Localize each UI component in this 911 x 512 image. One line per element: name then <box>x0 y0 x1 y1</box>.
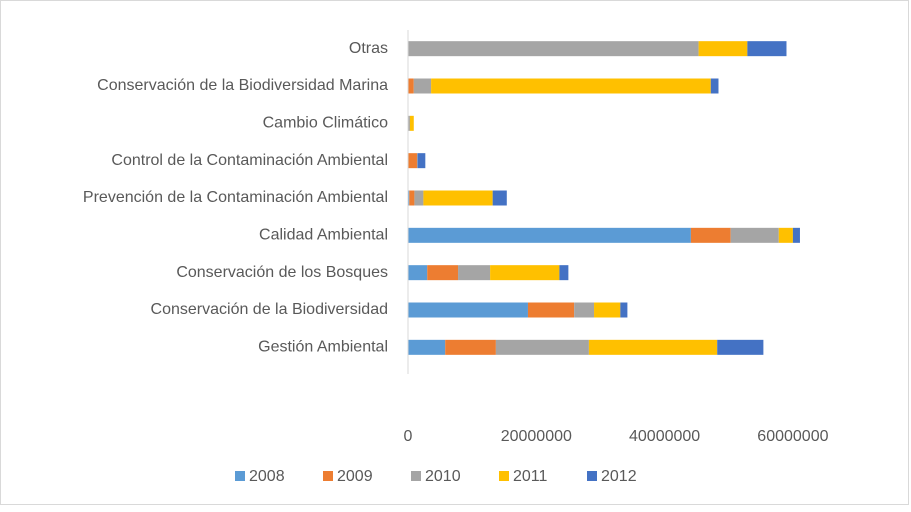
y-tick-label: Cambio Climático <box>263 115 388 132</box>
y-tick-label: Prevención de la Contaminación Ambiental <box>83 189 388 206</box>
legend-label: 2009 <box>337 468 373 485</box>
bar-segment <box>408 227 691 243</box>
bar-segment <box>408 115 410 131</box>
bar-segment <box>408 78 414 94</box>
legend-swatch <box>411 471 421 481</box>
legend-label: 2008 <box>249 468 285 485</box>
bar-segment <box>620 302 628 318</box>
bar-segment <box>409 190 415 206</box>
bar-segment <box>408 265 428 281</box>
y-tick-label: Control de la Contaminación Ambiental <box>111 152 388 169</box>
bar-segment <box>690 227 731 243</box>
bar-segment <box>559 265 569 281</box>
bar-segment <box>423 190 493 206</box>
legend-swatch <box>235 471 245 481</box>
bar-segment <box>445 339 496 355</box>
legend-swatch <box>323 471 333 481</box>
legend-swatch <box>587 471 597 481</box>
bar-segment <box>417 153 426 169</box>
bar-segment <box>492 190 507 206</box>
bar-segment <box>427 265 459 281</box>
x-tick-label: 60000000 <box>757 428 828 445</box>
legend-label: 2012 <box>601 468 637 485</box>
bar-segment <box>588 339 718 355</box>
bar-segment <box>698 41 748 57</box>
bar-segment <box>408 190 410 206</box>
y-tick-label: Calidad Ambiental <box>259 227 388 244</box>
x-tick-label: 0 <box>404 428 413 445</box>
bar-segment <box>408 339 446 355</box>
y-tick-label: Gestión Ambiental <box>258 339 388 356</box>
y-tick-label: Conservación de la Biodiversidad <box>151 301 388 318</box>
legend-label: 2010 <box>425 468 461 485</box>
x-tick-label: 40000000 <box>629 428 700 445</box>
y-tick-label: Conservación de los Bosques <box>176 264 388 281</box>
bar-segment <box>710 78 719 94</box>
bar-segment <box>730 227 779 243</box>
bar-segment <box>416 153 418 169</box>
bar-segment <box>413 78 432 94</box>
legend-swatch <box>499 471 509 481</box>
bar-segment <box>414 190 424 206</box>
bar-segment <box>778 227 793 243</box>
bar-segment <box>527 302 575 318</box>
bar-segment <box>594 302 621 318</box>
bar-segment <box>409 115 414 131</box>
x-tick-label: 20000000 <box>501 428 572 445</box>
bar-segment <box>408 153 417 169</box>
bar-segment <box>458 265 491 281</box>
bar-segment <box>495 339 589 355</box>
bar-segment <box>747 41 787 57</box>
bar-segment <box>408 302 528 318</box>
y-tick-label: Conservación de la Biodiversidad Marina <box>97 77 388 94</box>
bar-segment <box>431 78 711 94</box>
legend-label: 2011 <box>513 468 548 485</box>
bar-segment <box>490 265 560 281</box>
bar-segment <box>574 302 595 318</box>
bar-segment <box>792 227 800 243</box>
bar-segment <box>717 339 764 355</box>
y-tick-label: Otras <box>349 40 388 57</box>
bar-segment <box>408 41 699 57</box>
